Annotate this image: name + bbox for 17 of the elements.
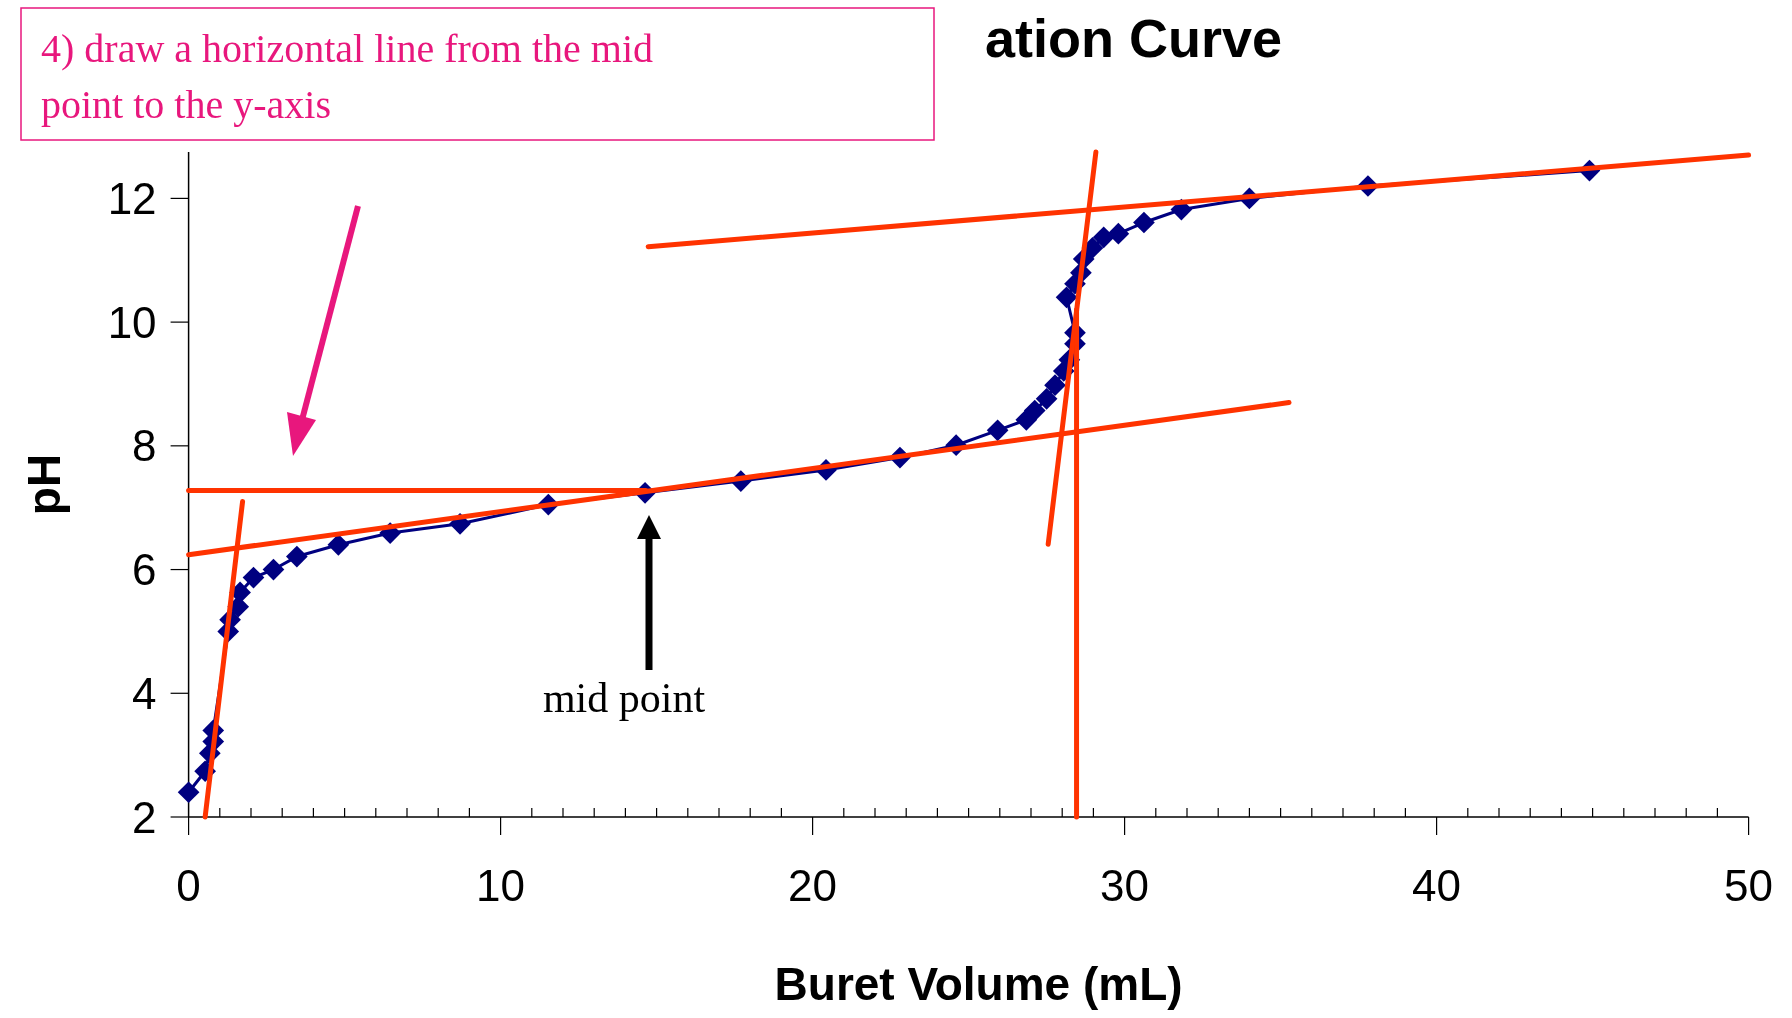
y-tick-label: 8 [132, 421, 157, 471]
x-axis-title: Buret Volume (mL) [774, 958, 1183, 1010]
annotation: mid point [542, 675, 706, 721]
y-tick-label: 10 [107, 297, 157, 347]
chart-title: ation Curve [984, 8, 1282, 68]
y-tick-label: 6 [132, 545, 157, 595]
y-axis-title: pH [18, 453, 70, 516]
x-tick-label: 30 [1100, 861, 1150, 910]
x-tick-label: 20 [788, 861, 838, 910]
text: 4) draw a horizontal line from the mid point to the y-axis [41, 26, 654, 127]
y-tick-label: 4 [132, 668, 157, 718]
y-tick-label: 2 [132, 792, 157, 842]
x-tick-label: 50 [1724, 861, 1774, 910]
x-tick-label: 0 [176, 861, 201, 910]
x-tick-label: 40 [1412, 861, 1462, 910]
y-tick-label: 12 [107, 173, 157, 223]
x-tick-label: 10 [476, 861, 526, 910]
